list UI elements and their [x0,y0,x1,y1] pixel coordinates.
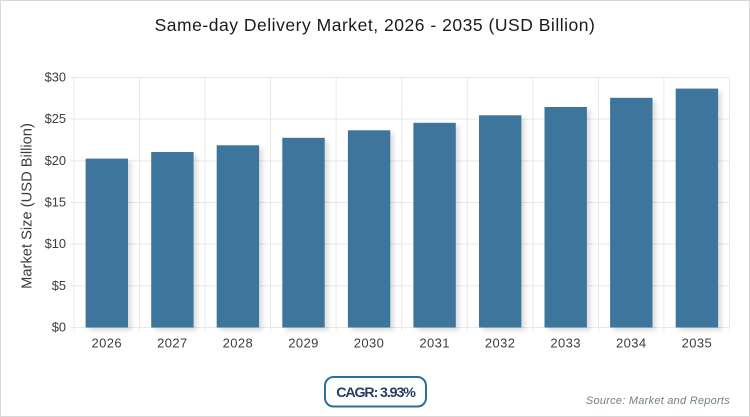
svg-text:Market Size (USD Billion): Market Size (USD Billion) [20,123,36,289]
svg-text:2029: 2029 [288,336,319,351]
svg-text:2027: 2027 [157,336,188,351]
svg-text:$20: $20 [45,153,66,168]
svg-text:2028: 2028 [223,336,254,351]
svg-text:2031: 2031 [419,336,450,351]
svg-text:CAGR: 3.93%: CAGR: 3.93% [336,385,416,401]
svg-text:2026: 2026 [92,336,123,351]
svg-text:$0: $0 [52,320,66,335]
svg-text:$15: $15 [45,195,66,210]
svg-text:$5: $5 [52,278,66,293]
svg-text:2030: 2030 [354,336,385,351]
svg-text:2033: 2033 [550,336,581,351]
svg-text:$25: $25 [45,111,66,126]
svg-text:Same-day Delivery Market, 2026: Same-day Delivery Market, 2026 - 2035 (U… [155,15,596,35]
svg-text:$10: $10 [45,236,66,251]
svg-text:2032: 2032 [485,336,516,351]
svg-text:2034: 2034 [616,336,647,351]
svg-text:Source: Market and Reports: Source: Market and Reports [586,395,730,407]
svg-text:2035: 2035 [682,336,713,351]
svg-text:$30: $30 [45,70,66,85]
